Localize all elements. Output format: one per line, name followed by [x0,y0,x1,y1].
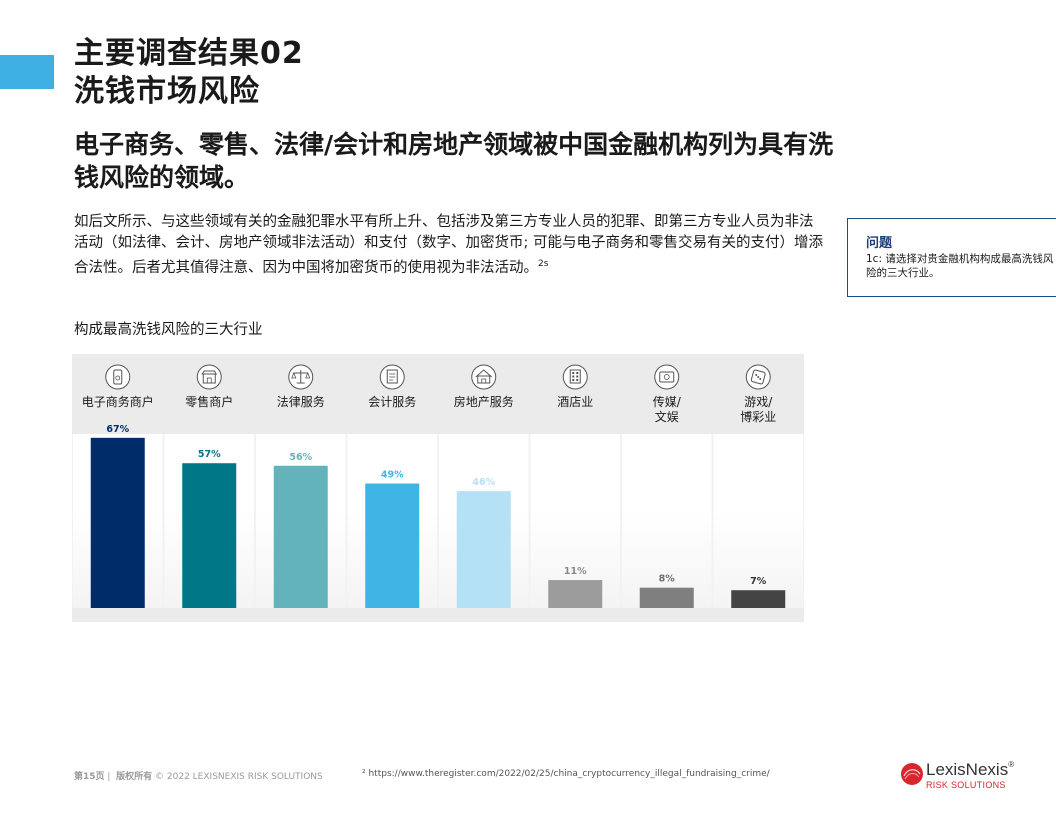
footer-left: 第15页 | 版权所有 © 2022 LEXISNEXIS RISK SOLUT… [74,772,323,782]
bar [273,465,328,608]
logo-name: LexisNexis [926,760,1009,779]
bar [365,483,420,608]
logo-subtitle: RISK SOLUTIONS [926,780,1006,790]
bar-value-label: 7% [750,576,767,587]
body-paragraph-text: 如后文所示、与这些领域有关的金融犯罪水平有所上升、包括涉及第三方专业人员的犯罪、… [74,214,823,276]
category-label: 会计服务 [368,394,416,409]
headline: 电子商务、零售、法律/会计和房地产领域被中国金融机构列为具有洗钱风险的领域。 [74,130,834,192]
accent-bar [0,55,54,89]
lexisnexis-logo[interactable]: LexisNexis® RISK SOLUTIONS [900,760,1020,794]
category-label: 传媒/ [653,394,682,409]
category-label: 房地产服务 [454,394,514,409]
footnote-ref: 2s [538,259,549,269]
chart-column-bg [530,434,620,608]
bar-chart: 电子商务商户 零售商户 法律服务 会计服务 房地产服务 酒店业 传媒/文娱 游戏/博彩业 67… [72,354,804,622]
footnote-url[interactable]: ² https://www.theregister.com/2022/02/25… [362,769,770,779]
category-label: 法律服务 [277,394,325,409]
category-label: 零售商户 [185,394,233,409]
bar [456,491,511,608]
category-label: 游戏/ [744,395,773,409]
bar-value-label: 46% [472,477,495,488]
media-icon [654,364,680,390]
question-title: 问题 [866,236,893,251]
chart-baseline-band [72,608,804,622]
bar [90,437,145,608]
chart-column-bg [622,434,712,608]
chart-column-bg [713,434,803,608]
page-title-line1: 主要调查结果02 [74,36,304,71]
bar [639,587,694,608]
body-paragraph: 如后文所示、与这些领域有关的金融犯罪水平有所上升、包括涉及第三方专业人员的犯罪、… [74,212,824,279]
footer-copyright: © 2022 LEXISNEXIS RISK SOLUTIONS [155,772,323,782]
bar-value-label: 8% [659,574,676,585]
bar [731,590,786,608]
page-title-line2: 洗钱市场风险 [74,74,260,109]
question-text: 1c: 请选择对贵金融机构构成最高洗钱风险的三大行业。 [866,253,1054,279]
footer-copyright-label: 版权所有 [116,772,153,782]
bar [182,463,237,608]
bar-value-label: 49% [381,470,404,481]
chart-title: 构成最高洗钱风险的三大行业 [74,322,263,338]
category-label: 电子商务商户 [82,394,154,409]
category-label: 博彩业 [740,409,776,424]
bar-value-label: 56% [289,452,312,463]
chart-header-band [72,354,804,434]
bar-value-label: 67% [106,424,129,435]
category-label: 酒店业 [557,395,593,409]
question-box: 问题 1c: 请选择对贵金融机构构成最高洗钱风险的三大行业。 [847,218,1056,297]
house-icon [471,364,497,390]
hotel-icon [562,364,588,390]
ledger-icon [379,364,405,390]
footer-page: 第15页 [74,772,105,782]
logo-registered: ® [1008,760,1015,769]
scales-icon [288,364,314,390]
bar-value-label: 11% [564,566,587,577]
storefront-icon [196,364,222,390]
bar-value-label: 57% [198,449,221,460]
category-label: 文娱 [655,409,679,424]
logo-text: LexisNexis® [926,760,1014,780]
mobile-shop-icon [105,364,131,390]
lexisnexis-logo-mark-icon [901,763,923,785]
bar [548,580,603,608]
dice-icon [745,364,771,390]
